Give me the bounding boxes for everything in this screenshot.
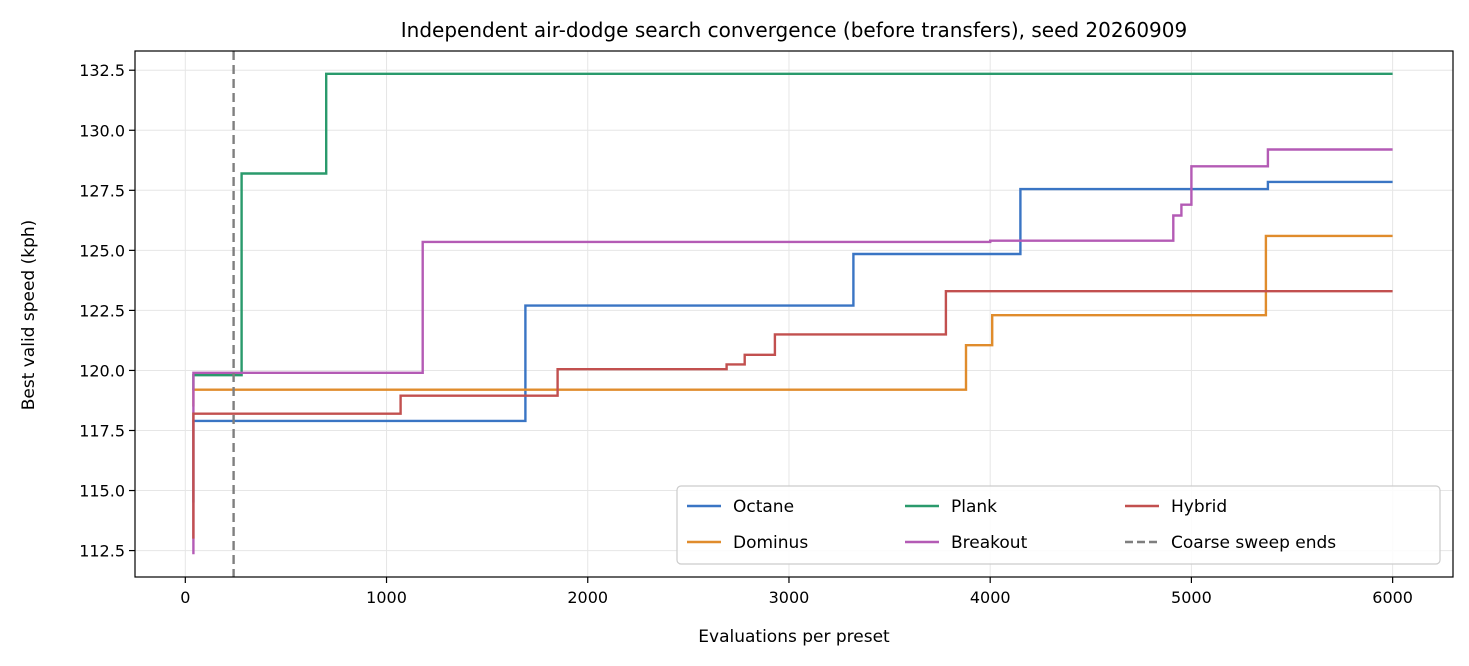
y-tick-label: 112.5 [79,542,125,561]
legend-label-coarse-sweep-ends: Coarse sweep ends [1171,533,1336,553]
y-tick-label: 130.0 [79,121,125,140]
plot-frame [134,50,1454,578]
y-tick-label: 117.5 [79,421,125,440]
y-axis-label: Best valid speed (kph) [19,220,39,411]
legend-box [676,485,1441,565]
y-tick-label: 125.0 [79,241,125,260]
x-axis-label: Evaluations per preset [698,627,890,647]
grid [135,51,1453,577]
series-line-dominus [192,234,1393,407]
series-line-octane [192,180,1393,503]
x-tick-label: 5000 [1171,588,1212,607]
legend-label-octane: Octane [733,497,794,517]
plot-lines [192,51,1393,577]
x-tick-label: 4000 [970,588,1011,607]
x-tick-label: 1000 [366,588,407,607]
x-tick-label: 6000 [1372,588,1413,607]
x-tick-label: 2000 [567,588,608,607]
x-tick-label: 0 [180,588,190,607]
y-tick-label: 115.0 [79,482,125,501]
legend-label-breakout: Breakout [951,533,1028,553]
y-tick-label: 120.0 [79,361,125,380]
legend-label-plank: Plank [951,497,997,517]
legend-label-hybrid: Hybrid [1171,497,1227,517]
chart-title: Independent air-dodge search convergence… [401,18,1187,42]
series-line-breakout [192,148,1393,555]
y-tick-label: 132.5 [79,61,125,80]
axis-ticks: 0 1000 2000 3000 4000 5000 6000 112.5 115.0 117.5… [79,61,1413,607]
y-tick-label: 127.5 [79,181,125,200]
series-line-hybrid [192,290,1393,539]
y-tick-label: 122.5 [79,301,125,320]
x-tick-label: 3000 [769,588,810,607]
legend-label-dominus: Dominus [733,533,808,553]
legend: Octane Dominus Plank Breakout Hybrid Coarse s… [676,485,1441,565]
